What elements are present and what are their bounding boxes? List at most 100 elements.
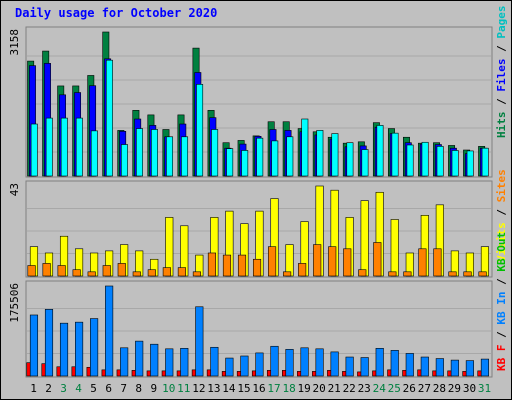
bar-sites-17 [268,246,277,277]
bar-pages-8 [136,128,143,177]
day-label-29: 29 [448,382,461,395]
bar-pages-16 [256,137,264,177]
bar-kbin-19 [300,347,309,377]
bar-sites-20 [313,244,322,277]
bar-pages-21 [331,133,339,177]
day-label-12: 12 [192,382,205,395]
side-legend-bottom: KB F / KB In / KB Out [495,232,508,371]
bar-sites-5 [87,271,96,277]
bar-sites-22 [343,248,352,277]
bar-pages-28 [436,146,444,177]
day-label-14: 14 [222,382,236,395]
bar-kbin-12 [195,306,204,377]
bar-kbin-17 [270,345,279,377]
bar-kbin-30 [465,360,474,377]
bar-visits-25 [390,219,399,277]
day-label-31: 31 [478,382,491,395]
bar-kbin-26 [405,353,414,377]
bar-pages-11 [181,136,189,177]
day-label-17: 17 [267,382,280,395]
bar-sites-4 [72,269,81,277]
legend-entry: / [495,202,508,222]
bar-pages-27 [421,141,429,177]
bar-pages-13 [211,129,219,177]
day-label-11: 11 [177,382,190,395]
bar-pages-23 [361,149,369,177]
chart-title: Daily usage for October 2020 [15,6,218,20]
legend-entry: Visits [495,222,508,262]
bar-sites-14 [222,254,232,277]
day-label-24: 24 [373,382,387,395]
bar-kbin-2 [44,309,54,377]
bar-pages-6 [105,59,113,177]
day-label-21: 21 [328,382,341,395]
bar-kbin-11 [180,348,189,377]
bar-sites-1 [27,265,36,277]
bar-sites-30 [463,271,472,277]
bar-kbin-8 [135,340,144,377]
bar-kbin-24 [375,348,384,377]
bar-kbin-21 [330,351,339,377]
day-label-1: 1 [30,382,37,395]
legend-entry: Files [495,59,508,92]
day-label-8: 8 [135,382,142,395]
bar-sites-3 [57,265,66,277]
bar-sites-10 [162,267,171,277]
bar-sites-18 [283,271,292,277]
day-label-22: 22 [343,382,356,395]
bar-sites-9 [147,269,156,277]
bar-pages-25 [391,132,399,177]
bar-pages-9 [151,129,158,177]
bar-pages-19 [301,118,309,177]
bar-kbin-5 [90,318,99,377]
bar-pages-4 [75,117,83,177]
bar-sites-27 [418,248,427,277]
bar-kbin-15 [240,355,249,377]
bar-pages-26 [406,144,414,177]
bar-sites-25 [388,271,397,277]
day-label-23: 23 [358,382,371,395]
bar-sites-13 [207,252,217,277]
legend-entry: Pages [495,6,508,39]
bar-pages-20 [316,130,324,177]
legend-entry: / [495,39,508,59]
bar-kbin-6 [105,285,114,377]
bar-sites-16 [252,258,262,277]
bar-sites-26 [403,271,412,277]
bar-pages-5 [90,130,98,177]
side-legend-middle: Visits / Sites [495,169,508,262]
bar-pages-24 [376,125,384,177]
bar-pages-31 [481,147,489,177]
bar-kbin-4 [75,321,84,377]
bar-sites-8 [132,271,141,277]
side-legend-top: Hits / Files / Pages [495,6,508,139]
bar-kbin-18 [285,349,294,377]
bar-sites-7 [117,263,126,277]
legend-entry: / [495,92,508,112]
bar-kbin-27 [420,356,429,377]
bar-kbin-16 [255,352,264,377]
axis-max-label-middle: 43 [8,183,21,196]
bar-sites-6 [102,265,111,277]
bar-kbin-28 [435,358,444,377]
bar-sites-12 [192,271,201,277]
bar-kbin-3 [59,322,69,377]
bar-sites-31 [478,271,487,277]
legend-entry: Hits [495,112,508,139]
day-label-15: 15 [237,382,250,395]
bar-sites-21 [328,246,337,277]
bar-pages-22 [346,142,354,177]
bar-kbin-22 [345,356,354,377]
bar-kbin-31 [480,358,489,377]
bar-sites-23 [358,269,367,277]
day-label-9: 9 [150,382,157,395]
bar-visits-23 [360,200,369,277]
bar-pages-3 [60,117,68,177]
bar-visits-10 [165,217,174,277]
bar-kbin-10 [165,348,174,377]
day-label-20: 20 [312,382,325,395]
bar-pages-7 [121,144,128,177]
day-label-7: 7 [120,382,127,395]
day-label-4: 4 [75,382,82,395]
